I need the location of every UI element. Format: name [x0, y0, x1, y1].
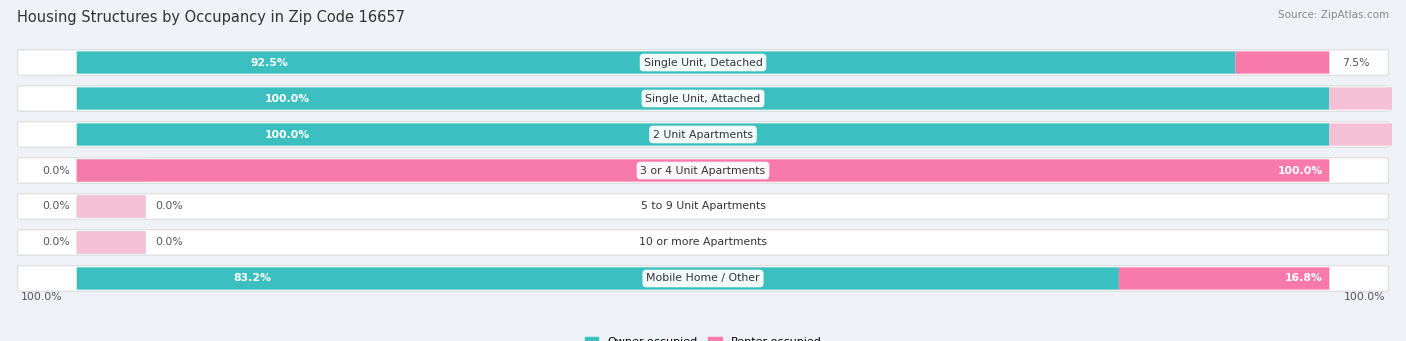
Legend: Owner-occupied, Renter-occupied: Owner-occupied, Renter-occupied: [581, 332, 825, 341]
FancyBboxPatch shape: [1236, 51, 1329, 74]
FancyBboxPatch shape: [18, 50, 1388, 75]
Text: 100.0%: 100.0%: [264, 93, 309, 104]
Text: 16.8%: 16.8%: [1285, 273, 1323, 283]
FancyBboxPatch shape: [77, 87, 1329, 110]
Text: 0.0%: 0.0%: [156, 202, 183, 211]
Text: 2 Unit Apartments: 2 Unit Apartments: [652, 130, 754, 139]
FancyBboxPatch shape: [77, 195, 146, 218]
FancyBboxPatch shape: [77, 231, 146, 254]
Text: 83.2%: 83.2%: [233, 273, 271, 283]
Text: 100.0%: 100.0%: [1344, 292, 1386, 302]
FancyBboxPatch shape: [18, 86, 1388, 111]
FancyBboxPatch shape: [1329, 87, 1398, 110]
FancyBboxPatch shape: [1119, 267, 1329, 290]
Text: 3 or 4 Unit Apartments: 3 or 4 Unit Apartments: [641, 165, 765, 176]
FancyBboxPatch shape: [77, 195, 146, 218]
Text: Housing Structures by Occupancy in Zip Code 16657: Housing Structures by Occupancy in Zip C…: [17, 10, 405, 25]
Text: Source: ZipAtlas.com: Source: ZipAtlas.com: [1278, 10, 1389, 20]
Text: 7.5%: 7.5%: [1341, 58, 1369, 68]
FancyBboxPatch shape: [77, 267, 1119, 290]
FancyBboxPatch shape: [18, 194, 1388, 219]
FancyBboxPatch shape: [1329, 123, 1398, 146]
FancyBboxPatch shape: [18, 230, 1388, 255]
FancyBboxPatch shape: [77, 159, 146, 182]
FancyBboxPatch shape: [18, 266, 1388, 291]
Text: 0.0%: 0.0%: [42, 202, 70, 211]
Text: 92.5%: 92.5%: [250, 58, 288, 68]
Text: 100.0%: 100.0%: [20, 292, 62, 302]
FancyBboxPatch shape: [18, 122, 1388, 147]
Text: Single Unit, Detached: Single Unit, Detached: [644, 58, 762, 68]
Text: 0.0%: 0.0%: [42, 165, 70, 176]
FancyBboxPatch shape: [18, 158, 1388, 183]
Text: 10 or more Apartments: 10 or more Apartments: [638, 237, 768, 248]
Text: Mobile Home / Other: Mobile Home / Other: [647, 273, 759, 283]
Text: 100.0%: 100.0%: [1278, 165, 1323, 176]
Text: Single Unit, Attached: Single Unit, Attached: [645, 93, 761, 104]
FancyBboxPatch shape: [77, 123, 1329, 146]
Text: 0.0%: 0.0%: [156, 237, 183, 248]
Text: 100.0%: 100.0%: [264, 130, 309, 139]
FancyBboxPatch shape: [77, 231, 146, 254]
Text: 0.0%: 0.0%: [42, 237, 70, 248]
Text: 5 to 9 Unit Apartments: 5 to 9 Unit Apartments: [641, 202, 765, 211]
FancyBboxPatch shape: [77, 51, 1236, 74]
FancyBboxPatch shape: [77, 159, 1329, 182]
